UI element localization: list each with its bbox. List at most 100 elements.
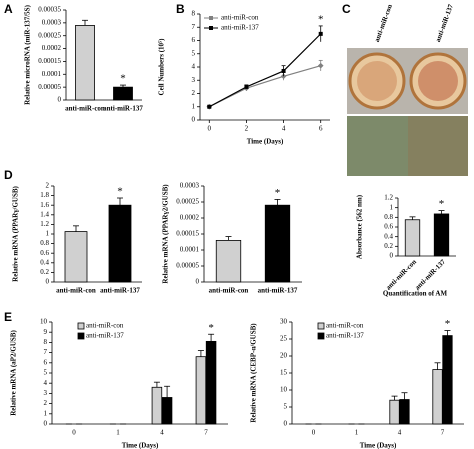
error-bar — [438, 210, 445, 214]
y-tick-label: 2 — [192, 89, 196, 97]
y-tick-label: 30 — [280, 318, 288, 326]
legend-label: anti-miR-con — [221, 14, 259, 22]
bar — [404, 219, 421, 257]
x-tick-label: 1 — [355, 429, 359, 437]
x-tick-label: 7 — [204, 429, 208, 437]
y-axis-label: Relative mRNA (PPARγ/GUSB) — [12, 185, 20, 281]
y-tick-label: 5 — [284, 403, 288, 411]
dish-images — [347, 48, 468, 176]
y-axis-label: Relative mRNA (aP2/GUSB) — [10, 330, 18, 416]
y-tick-label: 0.2 — [384, 242, 393, 250]
legend-swatch — [317, 332, 325, 340]
x-tick-label: anti-miR-con — [65, 105, 105, 113]
y-tick-label: 1.6 — [40, 201, 49, 209]
y-tick-label: 6 — [192, 36, 196, 44]
x-tick-label: 0 — [208, 125, 212, 133]
y-tick-label: 1.2 — [40, 220, 49, 228]
bar — [161, 397, 173, 425]
marker — [207, 104, 212, 109]
x-axis-label: Time (Days) — [247, 138, 284, 146]
y-tick-label: 0.0002 — [180, 214, 200, 222]
bar — [75, 25, 95, 101]
micrograph-stain — [408, 116, 468, 176]
panel-letter: E — [4, 310, 12, 324]
x-tick-label: 1 — [116, 429, 120, 437]
marker — [281, 68, 286, 73]
y-tick-label: 5 — [44, 369, 48, 377]
error-bar — [197, 350, 204, 357]
y-tick-label: 0 — [192, 116, 196, 124]
legend-label: anti-miR-con — [326, 322, 364, 330]
bar — [205, 340, 217, 425]
y-tick-label: 0 — [284, 420, 288, 428]
marker — [318, 31, 323, 36]
y-tick-label: 1 — [390, 203, 394, 211]
y-tick-label: 0.0002 — [42, 44, 62, 52]
significance-mark: * — [275, 187, 281, 199]
y-tick-label: 0.4 — [40, 258, 49, 266]
significance-mark: * — [117, 186, 123, 198]
y-tick-label: 0.8 — [40, 239, 49, 247]
y-axis-label: Relative microRNA (miR-137/5S) — [24, 4, 32, 104]
y-tick-label: 15 — [280, 369, 288, 377]
y-tick-label: 0.0003 — [180, 182, 200, 190]
y-tick-label: 1 — [46, 230, 50, 238]
y-tick-label: 8 — [192, 10, 196, 18]
marker — [317, 62, 324, 69]
y-tick-label: 3 — [192, 76, 196, 84]
x-tick-label: 7 — [441, 429, 445, 437]
bar — [108, 204, 132, 283]
y-tick-label: 0.0003 — [42, 18, 62, 26]
y-tick-label: 1.4 — [40, 210, 49, 218]
y-tick-label: 1.8 — [40, 191, 49, 199]
legend-swatch — [317, 322, 325, 330]
y-tick-label: 0.00015 — [176, 230, 199, 238]
x-tick-label: anti-miR-137 — [103, 105, 143, 113]
y-tick-label: 2 — [44, 399, 48, 407]
y-tick-label: 2 — [46, 182, 50, 190]
legend-swatch — [77, 322, 85, 330]
bar — [389, 399, 400, 425]
x-tick-label: 6 — [319, 125, 323, 133]
error-bar — [120, 84, 126, 88]
y-tick-label: 0.6 — [40, 249, 49, 257]
y-tick-label: 0.8 — [384, 213, 393, 221]
x-tick-label: anti-miR-137 — [100, 287, 140, 295]
y-tick-label: 0.4 — [384, 232, 393, 240]
y-tick-label: 0.0001 — [180, 246, 200, 254]
panel-letter: A — [4, 2, 13, 16]
bar — [442, 335, 453, 425]
error-bar — [117, 197, 123, 206]
significance-mark: * — [208, 322, 214, 334]
x-tick-label: 0 — [312, 429, 316, 437]
y-tick-label: 1.2 — [384, 194, 393, 202]
y-tick-label: 1 — [192, 102, 196, 110]
image-label: anti-miR-137 — [434, 3, 455, 43]
bar — [113, 86, 133, 101]
y-tick-label: 7 — [44, 348, 48, 356]
legend-label: anti-miR-137 — [221, 24, 259, 32]
dish-stain — [418, 61, 458, 101]
y-axis-label: Relative mRNA (PPARγ2/GUSB) — [162, 184, 170, 284]
y-tick-label: 1 — [44, 409, 48, 417]
y-tick-label: 0.00025 — [38, 31, 61, 39]
legend-swatch — [77, 332, 85, 340]
y-tick-label: 0 — [58, 96, 62, 104]
legend-marker — [209, 26, 213, 30]
y-tick-label: 0 — [44, 420, 48, 428]
y-tick-label: 0.2 — [40, 268, 49, 276]
y-tick-label: 4 — [192, 63, 196, 71]
y-tick-label: 0.00005 — [38, 83, 61, 91]
significance-mark: * — [439, 198, 445, 210]
caption: Quantification of AM — [383, 290, 448, 298]
y-tick-label: 6 — [44, 358, 48, 366]
image-label: anti-miR-con — [373, 3, 394, 43]
y-axis-label: Relative mRNA (CEBP-α/GUSB) — [250, 323, 258, 423]
y-tick-label: 0 — [196, 278, 200, 286]
x-tick-label: 0 — [72, 429, 76, 437]
line — [209, 33, 322, 108]
bar — [215, 239, 242, 283]
y-tick-label: 20 — [280, 352, 288, 360]
y-tick-label: 0 — [390, 252, 394, 260]
